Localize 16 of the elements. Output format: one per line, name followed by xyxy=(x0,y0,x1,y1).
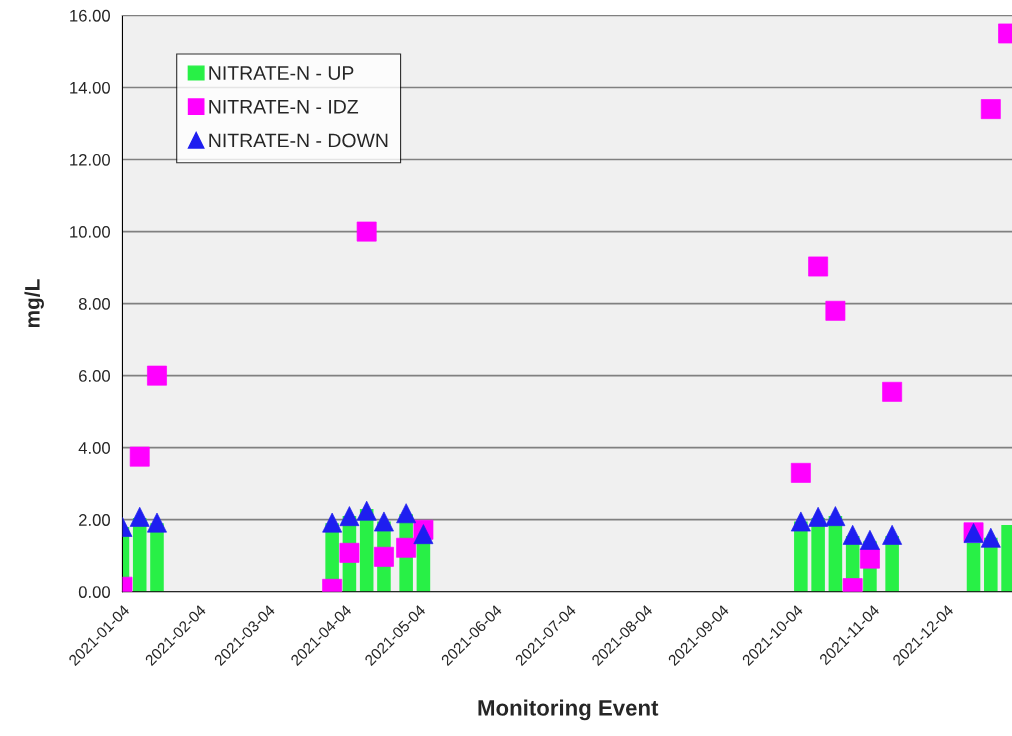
y-tick-label: 14.00 xyxy=(70,81,110,94)
legend-label: NITRATE-N - IDZ xyxy=(209,100,359,114)
y-axis-title: mg/L xyxy=(24,279,44,328)
y-tick-label: 2.00 xyxy=(79,514,110,526)
bar xyxy=(416,543,431,592)
legend-label: NITRATE-N - UP xyxy=(209,66,354,80)
y-tick-label: 4.00 xyxy=(78,442,110,454)
y-tick-label: 8.00 xyxy=(78,298,110,310)
y-tick-label: 12.00 xyxy=(70,153,110,166)
y-tick-label: 6.00 xyxy=(79,370,110,382)
bar xyxy=(966,543,981,592)
y-tick-label: 0.00 xyxy=(78,586,110,598)
x-axis-title: Monitoring Event xyxy=(478,699,659,721)
y-tick-label: 16.00 xyxy=(70,9,110,22)
legend-label: NITRATE-N - DOWN xyxy=(209,133,388,148)
y-tick-label: 10.00 xyxy=(70,225,110,238)
